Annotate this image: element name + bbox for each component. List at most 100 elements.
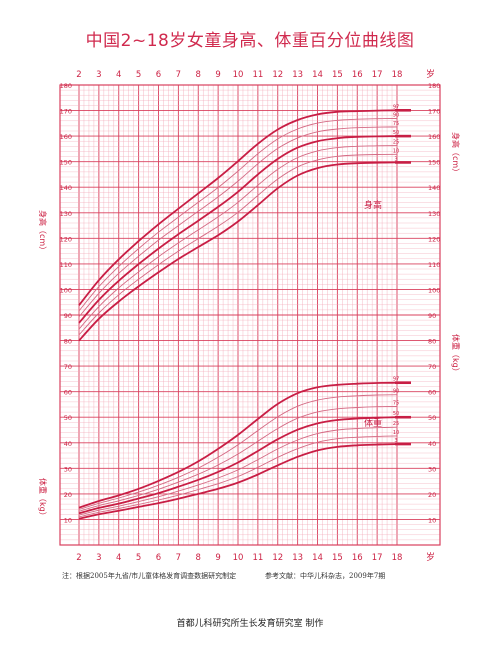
x-tick-label-bottom: 18 — [392, 553, 403, 563]
height-percentile-label: 97 — [393, 104, 399, 110]
x-tick-label-bottom: 5 — [136, 553, 141, 563]
x-tick-label-bottom: 16 — [352, 553, 363, 563]
weight-percentile-label: 25 — [393, 421, 399, 427]
height-percentile-label: 10 — [393, 148, 399, 154]
weight-percentile-label: 50 — [393, 411, 399, 417]
weight-curve-p97 — [78, 381, 398, 509]
y-tick-label-left: 140 — [60, 184, 72, 192]
x-tick-label-top: 5 — [136, 70, 141, 80]
plot-frame — [59, 84, 441, 546]
y-tick-label-left: 30 — [64, 465, 72, 473]
height-curve-label: 身高 — [364, 199, 382, 211]
y-tick-label-right: 160 — [428, 133, 440, 141]
y-tick-label-left: 100 — [60, 286, 72, 294]
x-tick-label-top: 16 — [352, 70, 363, 80]
height-percentile-label: 75 — [393, 121, 399, 127]
x-tick-label-bottom: 17 — [372, 553, 383, 563]
height-curve-p50 — [78, 135, 398, 324]
y-tick-label-left: 40 — [64, 440, 72, 448]
percentile-curves — [78, 109, 411, 520]
height-curve-p90 — [78, 118, 398, 312]
y-tick-label-right: 180 — [428, 82, 440, 90]
x-tick-label-top: 2 — [76, 70, 81, 80]
x-tick-label-bottom: 10 — [233, 553, 244, 563]
x-tick-label-top: 13 — [292, 70, 303, 80]
chart-title: 中国2~18岁女童身高、体重百分位曲线图 — [85, 31, 415, 51]
x-tick-label-top: 18 — [392, 70, 403, 80]
x-tick-label-bottom: 7 — [176, 553, 181, 563]
weight-curve-p3 — [78, 443, 398, 520]
height-curve-p97 — [78, 109, 398, 306]
y-tick-label-left: 160 — [60, 133, 72, 141]
x-tick-label-top: 15 — [332, 70, 343, 80]
height-curve-p3 — [78, 161, 398, 342]
height-percentile-label: 3 — [394, 156, 397, 162]
y-tick-label-left: 170 — [60, 108, 72, 116]
y-tick-label-left: 150 — [60, 159, 72, 167]
weight-curve-p50 — [78, 416, 398, 515]
height-percentile-label: 50 — [393, 130, 399, 136]
weight-curve-p25 — [78, 426, 398, 516]
x-tick-label-bottom: 6 — [156, 553, 161, 563]
y-tick-label-right: 60 — [428, 389, 436, 397]
x-tick-label-top: 12 — [272, 70, 283, 80]
weight-curve-p75 — [78, 406, 398, 512]
y-tick-label-left: 70 — [64, 363, 72, 371]
x-tick-label-bottom: 9 — [215, 553, 220, 563]
y-tick-label-right: 10 — [428, 516, 436, 524]
y-tick-label-left: 110 — [60, 261, 72, 269]
height-percentile-label: 90 — [393, 112, 399, 118]
y-tick-label-left: 60 — [64, 389, 72, 397]
y-tick-label-right: 120 — [428, 235, 440, 243]
weight-percentile-label: 75 — [393, 400, 399, 406]
y-tick-label-right: 170 — [428, 108, 440, 116]
weight-percentile-label: 90 — [393, 389, 399, 395]
x-tick-label-top: 7 — [176, 70, 181, 80]
x-tick-label-bottom: 2 — [76, 553, 81, 563]
y-tick-label-right: 70 — [428, 363, 436, 371]
weight-percentile-label: 97 — [393, 377, 399, 383]
y-tick-label-right: 40 — [428, 440, 436, 448]
credit-line: 首都儿科研究所生长发育研究室 制作 — [176, 619, 324, 629]
weight-axis-label-right: 体重（kg） — [451, 334, 461, 376]
footnote-reference: 参考文献：中华儿科杂志，2009年7期 — [265, 572, 386, 580]
y-tick-label-left: 10 — [64, 516, 72, 524]
x-tick-label-top: 4 — [116, 70, 121, 80]
x-tick-label-bottom: 13 — [292, 553, 303, 563]
x-tick-label-bottom: 15 — [332, 553, 343, 563]
x-tick-label-bottom: 12 — [272, 553, 283, 563]
x-unit-top: 岁 — [426, 68, 435, 80]
y-tick-label-right: 20 — [428, 491, 436, 499]
y-tick-label-left: 20 — [64, 491, 72, 499]
weight-percentile-label: 3 — [394, 438, 397, 444]
y-tick-label-right: 80 — [428, 338, 436, 346]
height-axis-label-left: 身高（cm） — [38, 210, 48, 254]
y-tick-label-right: 130 — [428, 210, 440, 218]
weight-curve-p10 — [78, 435, 398, 518]
y-tick-label-left: 80 — [64, 338, 72, 346]
x-tick-label-top: 10 — [233, 70, 244, 80]
y-tick-label-right: 140 — [428, 184, 440, 192]
x-tick-label-bottom: 14 — [312, 553, 323, 563]
x-unit-bottom: 岁 — [426, 551, 435, 563]
weight-axis-label-left: 体重（kg） — [38, 478, 48, 520]
x-tick-label-bottom: 4 — [116, 553, 121, 563]
y-tick-label-right: 150 — [428, 159, 440, 167]
axis-labels: 岁 岁 身高（cm） 身高（cm） 体重（kg） 体重（kg） 身高 体重 2 2… — [38, 68, 461, 563]
x-tick-label-bottom: 11 — [252, 553, 263, 563]
y-tick-label-left: 180 — [60, 82, 72, 90]
x-tick-label-bottom: 8 — [196, 553, 201, 563]
weight-percentile-label: 10 — [393, 430, 399, 436]
height-curve-p10 — [78, 153, 398, 336]
grid — [59, 84, 441, 546]
x-tick-label-top: 14 — [312, 70, 323, 80]
x-tick-label-top: 9 — [215, 70, 220, 80]
x-tick-label-top: 8 — [196, 70, 201, 80]
y-tick-label-right: 50 — [428, 414, 436, 422]
y-tick-label-left: 130 — [60, 210, 72, 218]
height-percentile-label: 25 — [393, 140, 399, 146]
y-tick-label-right: 30 — [428, 465, 436, 473]
y-tick-label-left: 50 — [64, 414, 72, 422]
footnote-source: 注：根据2005年九省/市儿童体格发育调查数据研究制定 — [62, 572, 237, 580]
